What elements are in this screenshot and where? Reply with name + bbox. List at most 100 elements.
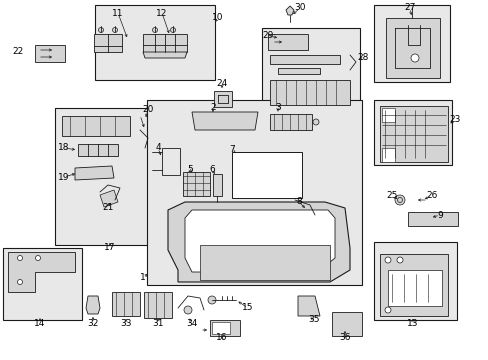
Polygon shape bbox=[142, 52, 186, 58]
Bar bbox=[35, 45, 65, 62]
Bar bbox=[200, 245, 329, 280]
Polygon shape bbox=[86, 296, 100, 314]
Ellipse shape bbox=[98, 27, 103, 32]
Bar bbox=[262, 28, 359, 108]
Ellipse shape bbox=[394, 195, 404, 205]
Ellipse shape bbox=[263, 162, 272, 170]
Text: 3: 3 bbox=[275, 104, 280, 112]
Text: 19: 19 bbox=[58, 172, 70, 181]
Ellipse shape bbox=[36, 256, 41, 261]
Bar bbox=[212, 322, 229, 334]
Text: 24: 24 bbox=[216, 78, 227, 87]
Bar bbox=[269, 55, 339, 64]
Text: 30: 30 bbox=[294, 4, 305, 13]
Text: 4: 4 bbox=[155, 144, 161, 153]
Polygon shape bbox=[184, 210, 334, 272]
Text: 7: 7 bbox=[229, 145, 234, 154]
Polygon shape bbox=[100, 190, 118, 207]
Bar bbox=[379, 254, 447, 316]
Text: 8: 8 bbox=[296, 198, 301, 207]
Bar bbox=[373, 5, 449, 82]
Bar bbox=[214, 91, 231, 107]
Ellipse shape bbox=[410, 54, 418, 62]
Text: 10: 10 bbox=[212, 13, 224, 22]
Polygon shape bbox=[269, 114, 311, 130]
Text: 16: 16 bbox=[216, 333, 227, 342]
Text: 36: 36 bbox=[339, 333, 350, 342]
Bar bbox=[381, 108, 394, 122]
Text: 33: 33 bbox=[120, 319, 131, 328]
Bar bbox=[162, 148, 180, 175]
Ellipse shape bbox=[263, 178, 272, 186]
Polygon shape bbox=[192, 112, 258, 130]
Ellipse shape bbox=[112, 27, 117, 32]
Bar bbox=[267, 34, 307, 50]
Ellipse shape bbox=[283, 178, 292, 186]
Text: 1: 1 bbox=[140, 274, 145, 283]
Ellipse shape bbox=[283, 162, 292, 170]
Bar bbox=[387, 270, 441, 306]
Text: 5: 5 bbox=[187, 166, 192, 175]
Bar bbox=[95, 5, 215, 80]
Bar bbox=[3, 248, 82, 320]
Text: 32: 32 bbox=[87, 319, 99, 328]
Text: 20: 20 bbox=[142, 105, 153, 114]
Text: 2: 2 bbox=[210, 104, 215, 112]
Bar bbox=[209, 320, 240, 336]
Ellipse shape bbox=[243, 162, 252, 170]
Bar bbox=[143, 292, 172, 318]
Bar bbox=[373, 100, 451, 165]
Bar bbox=[379, 106, 447, 162]
Text: 9: 9 bbox=[436, 211, 442, 220]
Polygon shape bbox=[285, 6, 293, 15]
Bar bbox=[55, 108, 175, 245]
Text: 11: 11 bbox=[112, 9, 123, 18]
Text: 23: 23 bbox=[448, 116, 460, 125]
Polygon shape bbox=[297, 296, 319, 316]
Text: 13: 13 bbox=[407, 319, 418, 328]
Polygon shape bbox=[8, 252, 75, 292]
Bar bbox=[381, 148, 394, 162]
Polygon shape bbox=[75, 166, 114, 180]
Bar bbox=[183, 172, 209, 196]
Ellipse shape bbox=[18, 256, 22, 261]
Bar bbox=[373, 242, 456, 320]
Text: 15: 15 bbox=[242, 303, 253, 312]
Ellipse shape bbox=[396, 257, 402, 263]
Bar bbox=[78, 144, 118, 156]
Ellipse shape bbox=[384, 257, 390, 263]
Text: 22: 22 bbox=[12, 48, 23, 57]
Ellipse shape bbox=[310, 215, 318, 221]
Text: 27: 27 bbox=[404, 4, 415, 13]
Text: 31: 31 bbox=[152, 319, 163, 328]
Text: 14: 14 bbox=[34, 319, 45, 328]
Polygon shape bbox=[168, 202, 349, 282]
Ellipse shape bbox=[170, 27, 175, 32]
Bar bbox=[147, 100, 361, 285]
Text: 34: 34 bbox=[186, 319, 197, 328]
Text: 26: 26 bbox=[426, 192, 437, 201]
Ellipse shape bbox=[183, 306, 192, 314]
Text: 21: 21 bbox=[102, 203, 113, 212]
Bar bbox=[385, 18, 439, 78]
Ellipse shape bbox=[18, 279, 22, 284]
Text: 18: 18 bbox=[58, 144, 70, 153]
Bar bbox=[278, 68, 319, 74]
Bar bbox=[331, 312, 361, 336]
Text: 25: 25 bbox=[386, 192, 397, 201]
Text: 35: 35 bbox=[307, 315, 319, 324]
Polygon shape bbox=[142, 34, 186, 52]
Bar bbox=[62, 116, 130, 136]
Text: 28: 28 bbox=[357, 54, 368, 63]
Bar bbox=[112, 292, 140, 316]
Bar bbox=[213, 174, 222, 196]
Polygon shape bbox=[94, 34, 122, 52]
Bar bbox=[231, 152, 302, 198]
Ellipse shape bbox=[207, 296, 216, 304]
Ellipse shape bbox=[384, 307, 390, 313]
Ellipse shape bbox=[243, 178, 252, 186]
Bar bbox=[269, 80, 349, 105]
Bar bbox=[407, 212, 457, 226]
Text: 12: 12 bbox=[156, 9, 167, 18]
Text: 6: 6 bbox=[209, 166, 214, 175]
